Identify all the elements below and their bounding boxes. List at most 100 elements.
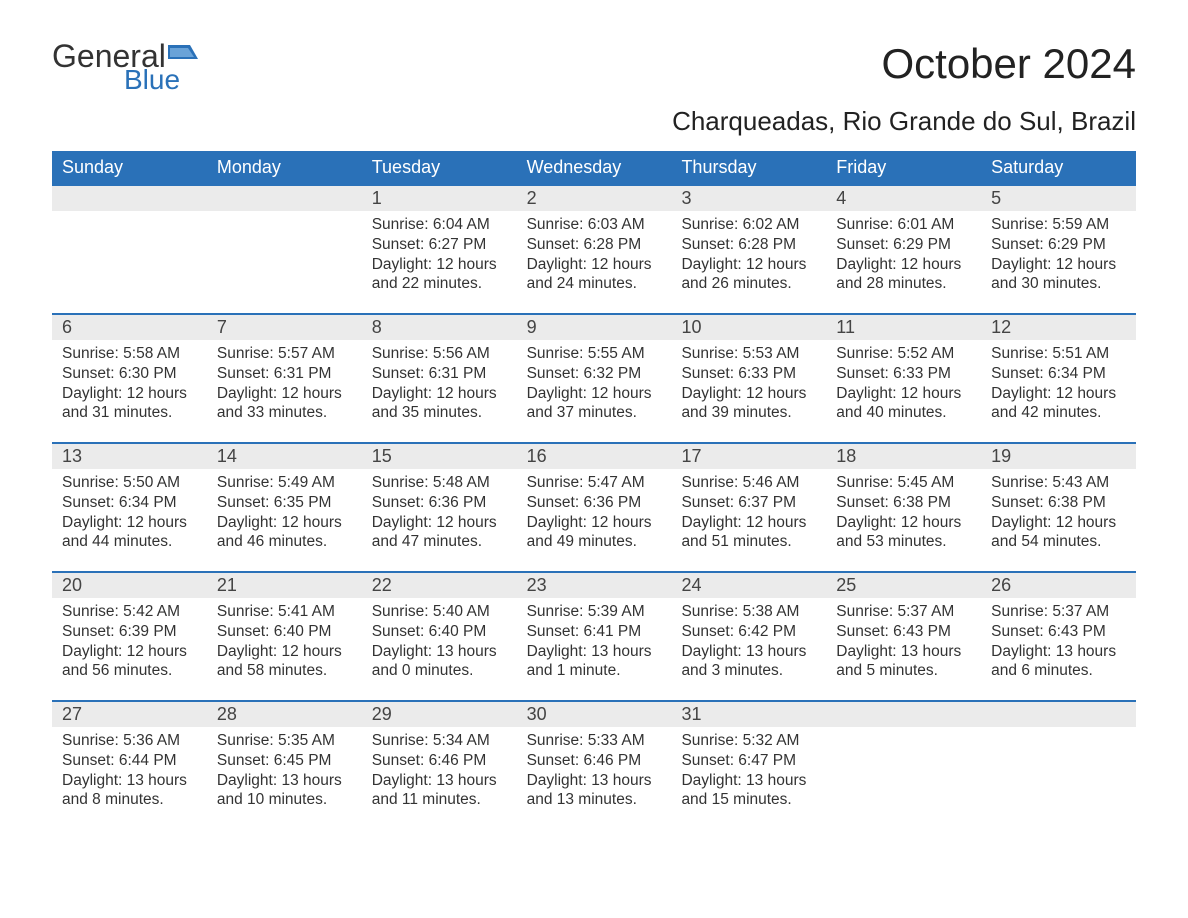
daylight-text: Daylight: 12 hours and 37 minutes. bbox=[527, 384, 662, 424]
sunset-text: Sunset: 6:46 PM bbox=[372, 751, 507, 771]
day-cell: Sunrise: 5:53 AMSunset: 6:33 PMDaylight:… bbox=[671, 340, 826, 442]
day-number: 13 bbox=[52, 444, 207, 469]
daylight-text: Daylight: 12 hours and 46 minutes. bbox=[217, 513, 352, 553]
day-cell: Sunrise: 5:52 AMSunset: 6:33 PMDaylight:… bbox=[826, 340, 981, 442]
day-number: 10 bbox=[671, 315, 826, 340]
day-number: 18 bbox=[826, 444, 981, 469]
day-number: 16 bbox=[517, 444, 672, 469]
day-cell: Sunrise: 5:39 AMSunset: 6:41 PMDaylight:… bbox=[517, 598, 672, 700]
sunset-text: Sunset: 6:30 PM bbox=[62, 364, 197, 384]
day-number-row: 6789101112 bbox=[52, 315, 1136, 340]
day-cell: Sunrise: 5:56 AMSunset: 6:31 PMDaylight:… bbox=[362, 340, 517, 442]
sunset-text: Sunset: 6:29 PM bbox=[991, 235, 1126, 255]
sunrise-text: Sunrise: 5:58 AM bbox=[62, 344, 197, 364]
week-row: 2728293031 Sunrise: 5:36 AMSunset: 6:44 P… bbox=[52, 700, 1136, 829]
day-cell: Sunrise: 5:37 AMSunset: 6:43 PMDaylight:… bbox=[981, 598, 1136, 700]
day-cell: Sunrise: 5:45 AMSunset: 6:38 PMDaylight:… bbox=[826, 469, 981, 571]
day-cell bbox=[981, 727, 1136, 829]
day-cell: Sunrise: 5:35 AMSunset: 6:45 PMDaylight:… bbox=[207, 727, 362, 829]
dow-sunday: Sunday bbox=[52, 151, 207, 184]
sunrise-text: Sunrise: 5:35 AM bbox=[217, 731, 352, 751]
day-content-row: Sunrise: 5:50 AMSunset: 6:34 PMDaylight:… bbox=[52, 469, 1136, 571]
day-number bbox=[207, 186, 362, 211]
sunrise-text: Sunrise: 5:42 AM bbox=[62, 602, 197, 622]
daylight-text: Daylight: 13 hours and 11 minutes. bbox=[372, 771, 507, 811]
day-number: 9 bbox=[517, 315, 672, 340]
day-number: 30 bbox=[517, 702, 672, 727]
sunset-text: Sunset: 6:36 PM bbox=[372, 493, 507, 513]
sunrise-text: Sunrise: 5:39 AM bbox=[527, 602, 662, 622]
day-content-row: Sunrise: 5:42 AMSunset: 6:39 PMDaylight:… bbox=[52, 598, 1136, 700]
day-cell bbox=[52, 211, 207, 313]
daylight-text: Daylight: 13 hours and 1 minute. bbox=[527, 642, 662, 682]
sunset-text: Sunset: 6:44 PM bbox=[62, 751, 197, 771]
day-number: 12 bbox=[981, 315, 1136, 340]
sunrise-text: Sunrise: 5:52 AM bbox=[836, 344, 971, 364]
daylight-text: Daylight: 13 hours and 13 minutes. bbox=[527, 771, 662, 811]
sunset-text: Sunset: 6:38 PM bbox=[991, 493, 1126, 513]
daylight-text: Daylight: 12 hours and 40 minutes. bbox=[836, 384, 971, 424]
week-row: 20212223242526Sunrise: 5:42 AMSunset: 6:… bbox=[52, 571, 1136, 700]
day-number: 28 bbox=[207, 702, 362, 727]
day-number: 19 bbox=[981, 444, 1136, 469]
daylight-text: Daylight: 12 hours and 51 minutes. bbox=[681, 513, 816, 553]
sunrise-text: Sunrise: 5:40 AM bbox=[372, 602, 507, 622]
day-cell: Sunrise: 5:51 AMSunset: 6:34 PMDaylight:… bbox=[981, 340, 1136, 442]
day-cell: Sunrise: 5:50 AMSunset: 6:34 PMDaylight:… bbox=[52, 469, 207, 571]
day-number: 25 bbox=[826, 573, 981, 598]
daylight-text: Daylight: 12 hours and 44 minutes. bbox=[62, 513, 197, 553]
daylight-text: Daylight: 12 hours and 56 minutes. bbox=[62, 642, 197, 682]
sunrise-text: Sunrise: 5:45 AM bbox=[836, 473, 971, 493]
day-number: 24 bbox=[671, 573, 826, 598]
sunset-text: Sunset: 6:35 PM bbox=[217, 493, 352, 513]
dow-thursday: Thursday bbox=[671, 151, 826, 184]
sunrise-text: Sunrise: 5:55 AM bbox=[527, 344, 662, 364]
daylight-text: Daylight: 12 hours and 58 minutes. bbox=[217, 642, 352, 682]
sunrise-text: Sunrise: 5:51 AM bbox=[991, 344, 1126, 364]
day-number: 15 bbox=[362, 444, 517, 469]
daylight-text: Daylight: 13 hours and 8 minutes. bbox=[62, 771, 197, 811]
daylight-text: Daylight: 13 hours and 5 minutes. bbox=[836, 642, 971, 682]
day-cell: Sunrise: 5:42 AMSunset: 6:39 PMDaylight:… bbox=[52, 598, 207, 700]
day-number: 8 bbox=[362, 315, 517, 340]
sunset-text: Sunset: 6:34 PM bbox=[991, 364, 1126, 384]
sunset-text: Sunset: 6:28 PM bbox=[681, 235, 816, 255]
location-text: Charqueadas, Rio Grande do Sul, Brazil bbox=[672, 106, 1136, 137]
sunrise-text: Sunrise: 5:38 AM bbox=[681, 602, 816, 622]
day-cell bbox=[826, 727, 981, 829]
day-number: 29 bbox=[362, 702, 517, 727]
day-cell: Sunrise: 5:40 AMSunset: 6:40 PMDaylight:… bbox=[362, 598, 517, 700]
week-row: 6789101112 Sunrise: 5:58 AMSunset: 6:30 P… bbox=[52, 313, 1136, 442]
day-cell: Sunrise: 5:59 AMSunset: 6:29 PMDaylight:… bbox=[981, 211, 1136, 313]
sunset-text: Sunset: 6:33 PM bbox=[836, 364, 971, 384]
daylight-text: Daylight: 12 hours and 30 minutes. bbox=[991, 255, 1126, 295]
daylight-text: Daylight: 12 hours and 31 minutes. bbox=[62, 384, 197, 424]
day-number: 27 bbox=[52, 702, 207, 727]
day-cell: Sunrise: 5:47 AMSunset: 6:36 PMDaylight:… bbox=[517, 469, 672, 571]
sunset-text: Sunset: 6:29 PM bbox=[836, 235, 971, 255]
day-number bbox=[981, 702, 1136, 727]
sunrise-text: Sunrise: 5:48 AM bbox=[372, 473, 507, 493]
day-cell: Sunrise: 5:32 AMSunset: 6:47 PMDaylight:… bbox=[671, 727, 826, 829]
sunrise-text: Sunrise: 5:36 AM bbox=[62, 731, 197, 751]
day-number: 31 bbox=[671, 702, 826, 727]
day-number bbox=[826, 702, 981, 727]
daylight-text: Daylight: 12 hours and 47 minutes. bbox=[372, 513, 507, 553]
day-number: 4 bbox=[826, 186, 981, 211]
logo: General Blue bbox=[52, 40, 198, 94]
day-number: 5 bbox=[981, 186, 1136, 211]
sunset-text: Sunset: 6:33 PM bbox=[681, 364, 816, 384]
day-of-week-header: Sunday Monday Tuesday Wednesday Thursday… bbox=[52, 151, 1136, 184]
day-cell: Sunrise: 5:49 AMSunset: 6:35 PMDaylight:… bbox=[207, 469, 362, 571]
daylight-text: Daylight: 12 hours and 24 minutes. bbox=[527, 255, 662, 295]
page-header: General Blue October 2024 Charqueadas, R… bbox=[52, 40, 1136, 137]
day-content-row: Sunrise: 6:04 AMSunset: 6:27 PMDaylight:… bbox=[52, 211, 1136, 313]
day-number-row: 12345 bbox=[52, 186, 1136, 211]
day-cell: Sunrise: 5:48 AMSunset: 6:36 PMDaylight:… bbox=[362, 469, 517, 571]
daylight-text: Daylight: 12 hours and 39 minutes. bbox=[681, 384, 816, 424]
week-row: 12345Sunrise: 6:04 AMSunset: 6:27 PMDayl… bbox=[52, 184, 1136, 313]
week-row: 13141516171819Sunrise: 5:50 AMSunset: 6:… bbox=[52, 442, 1136, 571]
sunrise-text: Sunrise: 5:49 AM bbox=[217, 473, 352, 493]
sunset-text: Sunset: 6:31 PM bbox=[372, 364, 507, 384]
day-cell: Sunrise: 5:33 AMSunset: 6:46 PMDaylight:… bbox=[517, 727, 672, 829]
